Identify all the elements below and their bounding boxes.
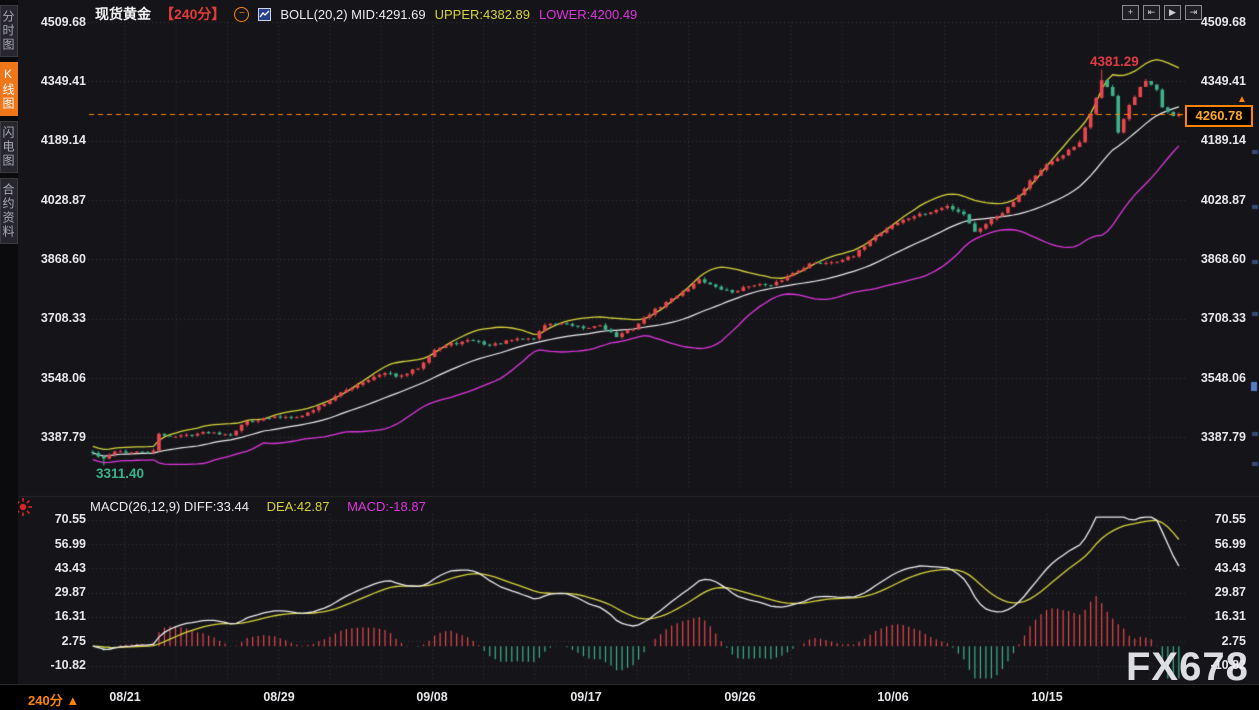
chart-type-sidebar: 分时图 K线图 闪电图 合约资料: [0, 0, 18, 710]
crosshair-icon[interactable]: +: [1122, 5, 1139, 20]
x-axis-date: 10/06: [877, 690, 909, 704]
sidebar-tab-contract-info[interactable]: 合约资料: [0, 178, 18, 244]
y-axis-tick-label: 16.31: [1214, 609, 1246, 624]
play-right-icon[interactable]: ▶: [1164, 5, 1181, 20]
sidebar-tab-label: K线图: [1, 67, 15, 111]
kline-badge-icon: [258, 7, 272, 21]
clipped-right-panel-fragment: [1248, 0, 1259, 684]
y-axis-tick-label: 4028.87: [1200, 192, 1246, 207]
current-price-tag: 4260.78: [1185, 105, 1253, 127]
macd-header: MACD(26,12,9) DIFF:33.44 DEA:42.87 MACD:…: [90, 499, 426, 514]
collapse-indicator-icon[interactable]: −: [234, 6, 250, 22]
boll-upper-readout: UPPER:4382.89: [434, 6, 531, 22]
x-axis-date: 09/17: [570, 690, 602, 704]
boll-lower-readout: LOWER:4200.49: [539, 6, 638, 22]
y-axis-tick-label: 29.87: [54, 585, 86, 600]
y-axis-tick-label: 3868.60: [40, 251, 86, 266]
sidebar-tab-timeshare[interactable]: 分时图: [0, 5, 18, 57]
watermark: FX678: [1126, 645, 1249, 689]
sidebar-tab-lightning[interactable]: 闪电图: [0, 121, 18, 173]
session-low-label: 3311.40: [96, 466, 145, 481]
boll-mid-readout: BOLL(20,2) MID:4291.69: [280, 6, 426, 22]
expand-right-icon[interactable]: ⇥: [1185, 5, 1202, 20]
y-axis-tick-label: 3868.60: [1200, 251, 1246, 266]
macd-formula-readout: MACD(26,12,9) DIFF:33.44: [90, 499, 249, 514]
sidebar-tab-kline[interactable]: K线图: [0, 62, 18, 116]
y-axis-tick-label: 3708.33: [40, 311, 86, 326]
y-axis-tick-label: 70.55: [54, 512, 86, 527]
sidebar-tab-label: 分时图: [1, 10, 15, 52]
y-axis-tick-label: 4028.87: [40, 192, 86, 207]
y-axis-tick-label: 3387.79: [1200, 429, 1246, 444]
y-axis-tick-label: -10.82: [50, 658, 86, 673]
price-up-arrow-icon: ▲: [1237, 94, 1247, 105]
chart-toolbar: + ⇤ ▶ ⇥: [1122, 5, 1202, 20]
y-axis-tick-label: 3548.06: [1200, 370, 1246, 385]
x-axis-date: 09/26: [724, 690, 756, 704]
y-axis-tick-label: 43.43: [54, 560, 86, 575]
chart-header: 现货黄金 【240分】 − BOLL(20,2) MID:4291.69 UPP…: [95, 4, 637, 24]
x-axis-date: 09/08: [416, 690, 448, 704]
compress-left-icon[interactable]: ⇤: [1143, 5, 1160, 20]
dropdown-arrow-icon: ▲: [66, 693, 80, 708]
y-axis-tick-label: -10.82: [1210, 658, 1246, 673]
y-axis-tick-label: 70.55: [1214, 512, 1246, 527]
y-axis-tick-label: 56.99: [1214, 536, 1246, 551]
y-axis-tick-label: 2.75: [61, 633, 86, 648]
x-axis-date: 08/21: [109, 690, 141, 704]
period-tag: 【240分】: [160, 6, 226, 22]
y-axis-tick-label: 43.43: [1214, 560, 1246, 575]
y-axis-tick-label: 29.87: [1214, 585, 1246, 600]
y-axis-tick-label: 4509.68: [40, 14, 86, 29]
y-axis-tick-label: 4509.68: [1200, 14, 1246, 29]
x-axis-date: 08/29: [263, 690, 295, 704]
y-axis-tick-label: 16.31: [54, 609, 86, 624]
macd-dea-readout: DEA:42.87: [266, 499, 330, 514]
period-selector[interactable]: 240分 ▲: [28, 693, 80, 708]
y-axis-tick-label: 3387.79: [40, 429, 86, 444]
instrument-name: 现货黄金: [95, 6, 151, 22]
y-axis-tick-label: 56.99: [54, 536, 86, 551]
y-axis-tick-label: 4189.14: [1200, 133, 1246, 148]
y-axis-tick-label: 3708.33: [1200, 311, 1246, 326]
y-axis-tick-label: 4189.14: [40, 133, 86, 148]
session-high-label: 4381.29: [1090, 54, 1139, 69]
y-axis-tick-label: 4349.41: [40, 73, 86, 88]
sidebar-tab-label: 合约资料: [1, 183, 15, 239]
x-axis-date: 10/15: [1031, 690, 1063, 704]
time-axis-bar: 240分 ▲ 08/21 08/29 09/08 09/17 09/26 10/…: [0, 684, 1259, 710]
y-axis-tick-label: 2.75: [1221, 633, 1246, 648]
sidebar-tab-label: 闪电图: [1, 126, 15, 168]
macd-value-readout: MACD:-18.87: [347, 499, 426, 514]
y-axis-tick-label: 4349.41: [1200, 73, 1246, 88]
y-axis-tick-label: 3548.06: [40, 370, 86, 385]
